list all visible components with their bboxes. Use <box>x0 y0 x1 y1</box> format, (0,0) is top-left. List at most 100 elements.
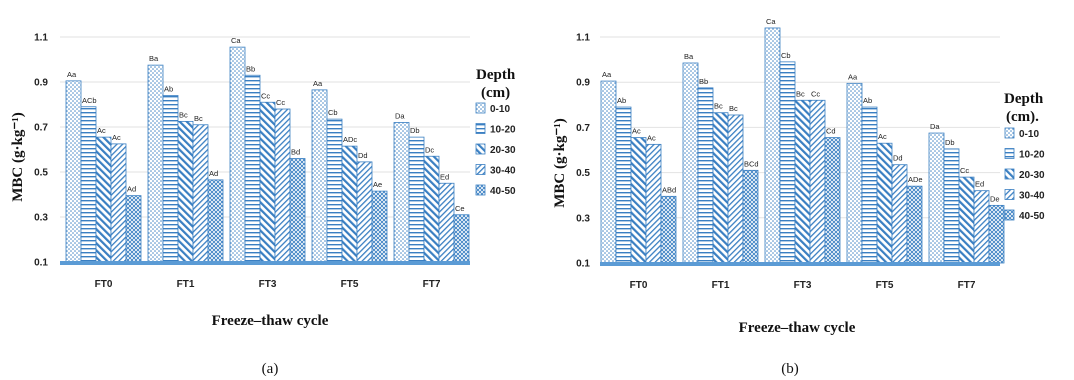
chart-a-bar-label: Ad <box>127 185 136 194</box>
chart-b-xtick-label: FT5 <box>876 280 894 291</box>
chart-b-ytick-label: 0.1 <box>576 259 590 270</box>
chart-b-bar <box>712 112 729 264</box>
chart-b-bar-label: Cc <box>960 166 969 175</box>
chart-b-bar-label: Bc <box>714 102 723 111</box>
chart-b-bar-label: Cc <box>811 89 820 98</box>
chart-a-legend-swatch <box>475 164 486 175</box>
chart-a-bar-label: Bc <box>194 114 203 123</box>
chart-a-bar <box>341 145 358 263</box>
chart-b-bar <box>779 61 796 264</box>
chart-b-ylabel: MBC (g·kg⁻¹) <box>552 118 568 208</box>
chart-a-bar-label: Ae <box>373 180 382 189</box>
chart-b-bar <box>824 137 841 264</box>
chart-a-bar-label: Ac <box>97 126 106 135</box>
chart-a-xtick-label: FT7 <box>423 279 441 290</box>
chart-b-legend-label: 30-40 <box>1019 191 1045 202</box>
chart-a-legend-swatch <box>475 184 486 196</box>
chart-a-bar <box>244 74 261 263</box>
chart-b-bar-label: Ba <box>684 52 694 61</box>
chart-a-legend-title-line2: (cm) <box>481 85 510 101</box>
chart-b-bar <box>794 99 811 264</box>
chart-b-bar-label: Da <box>930 122 940 131</box>
chart-b-bar <box>809 99 826 264</box>
chart-a-xtick-label: FT0 <box>95 279 113 290</box>
chart-a-legend-swatch <box>475 143 486 155</box>
chart-a-ytick-label: 0.7 <box>34 123 48 134</box>
chart-a-bar-label: Bd <box>291 148 300 157</box>
chart-a-bar-label: Dd <box>358 151 368 160</box>
chart-b-xtick-label: FT0 <box>630 280 648 291</box>
chart-a-legend-swatch <box>475 123 486 134</box>
chart-b-xtick-label: FT3 <box>794 280 812 291</box>
chart-b-bar-label: Dd <box>893 154 903 163</box>
chart-b-bar-label: Aa <box>602 70 612 79</box>
chart-b-bar <box>943 148 960 264</box>
chart-a-bar <box>125 195 142 263</box>
chart-b-xtick-label: FT7 <box>958 280 976 291</box>
chart-a-ytick-label: 0.5 <box>34 168 48 179</box>
chart-b-bar-label: Bc <box>796 89 805 98</box>
chart-b-ytick-label: 0.5 <box>576 168 590 179</box>
chart-b-panel-label: (b) <box>781 361 799 377</box>
chart-b-bar <box>697 87 714 264</box>
chart-b-bar <box>600 80 617 264</box>
chart-b-bar <box>988 204 1005 264</box>
chart-a-bar-label: ADc <box>343 135 357 144</box>
chart-a-bar-label: Ed <box>440 172 449 181</box>
chart-a-bar-label: Da <box>395 112 405 121</box>
chart-b-bar-label: Cd <box>826 127 836 136</box>
chart-a-legend-label: 10-20 <box>490 125 516 136</box>
chart-b-marks: 0.1 0.3 0.5 0.7 0.9 1.1 Aa Ab Ac Ac ABd FT0 Ba Bb Bc Bc… <box>576 17 1045 291</box>
chart-b-bar <box>876 142 893 264</box>
chart-b-ytick-label: 1.1 <box>576 33 590 44</box>
chart-a-bar <box>229 46 246 263</box>
chart-a-bar-label: Db <box>410 126 420 135</box>
chart-b-bar <box>660 195 677 264</box>
chart-b-bar <box>682 62 699 264</box>
chart-a-bar <box>65 80 82 263</box>
chart-a-bar <box>274 108 291 263</box>
chart-a-bar <box>95 136 112 263</box>
chart-a-bar-label: Cc <box>276 98 285 107</box>
chart-b-bar <box>645 143 662 264</box>
chart-a-bar-label: Aa <box>67 70 77 79</box>
chart-b-bar-label: Ca <box>766 17 776 26</box>
chart-b-bar <box>958 176 975 264</box>
chart-a-legend-label: 30-40 <box>490 166 516 177</box>
chart-b-ytick-label: 0.9 <box>576 78 590 89</box>
chart-b-xlabel: Freeze–thaw cycle <box>739 320 856 336</box>
chart-a-ylabel: MBC (g·kg⁻¹) <box>10 112 26 202</box>
chart-b-bar <box>615 106 632 264</box>
chart-a-bar <box>371 190 388 263</box>
chart-a-bar-label: Cc <box>261 91 270 100</box>
chart-a-bar-label: Ac <box>112 133 121 142</box>
chart-b-bar-label: Bb <box>699 77 708 86</box>
chart-a-bar <box>80 106 97 263</box>
chart-a-bar-label: ACb <box>82 96 97 105</box>
chart-a-bar <box>162 95 179 263</box>
chart-a-bar <box>147 64 164 263</box>
chart-b-legend-label: 40-50 <box>1019 211 1045 222</box>
chart-b-bar <box>630 137 647 264</box>
chart-b-bar-label: ABd <box>662 185 676 194</box>
chart-b-bar-label: De <box>990 194 1000 203</box>
chart-a-bar-label: Aa <box>313 79 323 88</box>
chart-a-xtick-label: FT3 <box>259 279 277 290</box>
chart-b-bar-label: Ab <box>617 96 626 105</box>
chart-a: MBC (g·kg⁻¹) Freeze–thaw cycle (a) Depth… <box>10 67 516 377</box>
chart-a-ytick-label: 0.3 <box>34 213 48 224</box>
chart-a-bar <box>326 118 343 263</box>
chart-a-legend-label: 0-10 <box>490 104 510 115</box>
chart-a-bar-label: Ad <box>209 169 218 178</box>
chart-b-bar-label: ADe <box>908 175 923 184</box>
chart-a-bar-label: Cb <box>328 108 338 117</box>
chart-a-bar <box>289 158 306 263</box>
chart-b-bar <box>928 132 945 264</box>
chart-a-panel-label: (a) <box>262 361 279 377</box>
chart-b-ytick-label: 0.7 <box>576 123 590 134</box>
chart-b-legend-swatch <box>1004 148 1015 159</box>
chart-b-xtick-label: FT1 <box>712 280 730 291</box>
chart-b-legend-swatch <box>1004 127 1015 139</box>
chart-b-bar <box>973 190 990 264</box>
